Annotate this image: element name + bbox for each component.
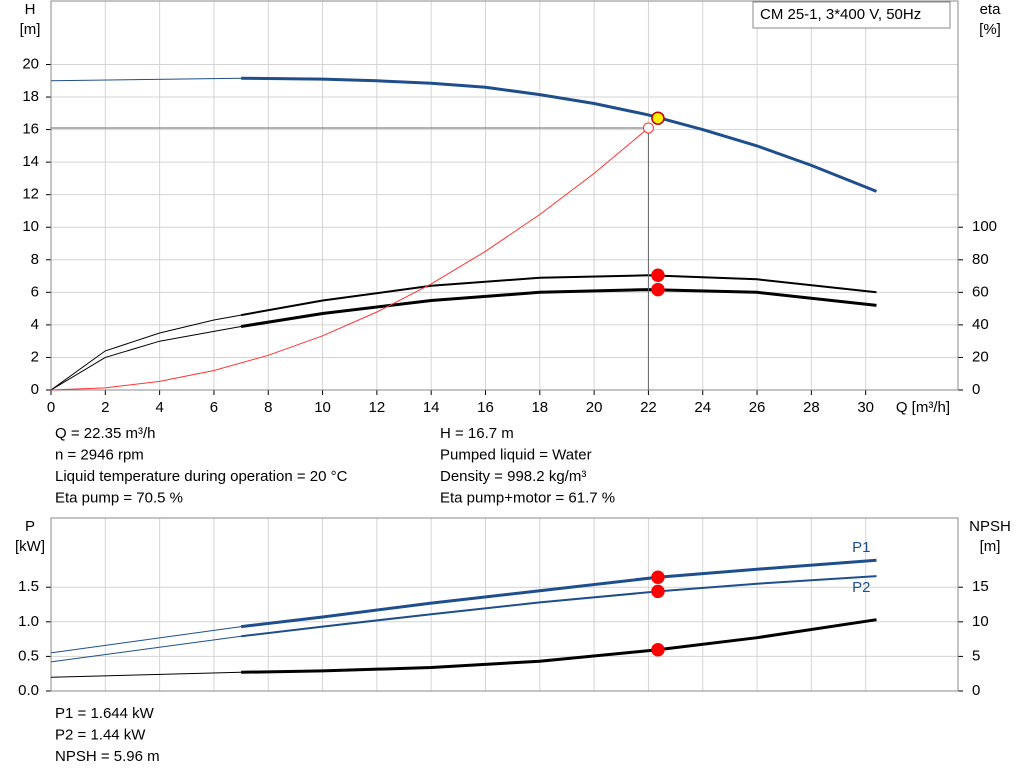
y-axis-label: H bbox=[25, 1, 36, 18]
y-tick-label: 10 bbox=[22, 218, 39, 235]
x-tick-label: 2 bbox=[101, 399, 109, 416]
title-box bbox=[752, 1, 951, 29]
curve bbox=[50, 127, 649, 391]
curve bbox=[50, 314, 242, 391]
curve bbox=[241, 618, 877, 674]
y-tick-label: 14 bbox=[22, 153, 39, 170]
y2-tick-label: 100 bbox=[972, 218, 997, 235]
curve bbox=[240, 288, 877, 328]
curve bbox=[240, 575, 877, 638]
y-tick-label: 4 bbox=[31, 316, 39, 333]
series-label: P2 bbox=[852, 579, 870, 596]
y-tick-label: 1.5 bbox=[18, 578, 39, 595]
y2-axis-label: NPSH bbox=[969, 518, 1011, 535]
y2-tick-label: 0 bbox=[972, 682, 980, 699]
operating-point bbox=[651, 584, 665, 599]
info-line: Eta pump = 70.5 % bbox=[55, 489, 183, 506]
curve bbox=[240, 558, 877, 629]
y-tick-label: 8 bbox=[31, 251, 39, 268]
x-tick-label: 10 bbox=[314, 399, 331, 416]
operating-point bbox=[651, 282, 665, 297]
curve-end-marker bbox=[642, 122, 654, 134]
x-tick-label: 24 bbox=[694, 399, 711, 416]
y2-tick-label: 15 bbox=[972, 578, 989, 595]
y2-tick-label: 20 bbox=[972, 348, 989, 365]
y2-tick-label: 10 bbox=[972, 613, 989, 630]
x-tick-label: 0 bbox=[47, 399, 55, 416]
operating-point bbox=[651, 111, 665, 125]
plot-area bbox=[51, 518, 958, 691]
operating-point bbox=[651, 570, 665, 584]
info-line: Density = 998.2 kg/m³ bbox=[440, 468, 586, 485]
y2-tick-label: 60 bbox=[972, 283, 989, 300]
x-tick-label: 20 bbox=[586, 399, 603, 416]
y-tick-label: 2 bbox=[31, 348, 39, 365]
y-tick-label: 20 bbox=[22, 55, 39, 72]
info-line: H = 16.7 m bbox=[440, 425, 514, 442]
y-tick-label: 0 bbox=[31, 381, 39, 398]
y-tick-label: 16 bbox=[22, 121, 39, 138]
info-line: Liquid temperature during operation = 20… bbox=[55, 468, 348, 485]
curve bbox=[241, 76, 878, 193]
y-axis-unit: [m] bbox=[20, 21, 41, 38]
curve bbox=[50, 326, 242, 391]
y2-axis-label: eta bbox=[980, 1, 1002, 18]
info-line: P1 = 1.644 kW bbox=[55, 705, 155, 722]
x-tick-label: 26 bbox=[749, 399, 766, 416]
x-tick-label: 16 bbox=[477, 399, 494, 416]
y-axis-label: P bbox=[25, 518, 35, 535]
operating-point bbox=[651, 268, 665, 283]
info-line: Pumped liquid = Water bbox=[440, 446, 592, 463]
curve bbox=[50, 635, 242, 663]
plot-area bbox=[51, 1, 958, 390]
y2-tick-label: 0 bbox=[972, 381, 980, 398]
info-line: Eta pump+motor = 61.7 % bbox=[440, 489, 615, 506]
plot-border bbox=[50, 0, 959, 391]
y-tick-label: 12 bbox=[22, 186, 39, 203]
y2-tick-label: 40 bbox=[972, 316, 989, 333]
info-line: P2 = 1.44 kW bbox=[55, 726, 146, 743]
y2-tick-label: 5 bbox=[972, 647, 980, 664]
y2-tick-label: 80 bbox=[972, 251, 989, 268]
info-line: n = 2946 rpm bbox=[55, 446, 144, 463]
y2-axis-unit: [%] bbox=[979, 21, 1001, 38]
x-tick-label: 8 bbox=[264, 399, 272, 416]
y-tick-label: 18 bbox=[22, 88, 39, 105]
operating-point bbox=[651, 643, 665, 657]
y-axis-unit: [kW] bbox=[15, 538, 45, 555]
curve bbox=[50, 626, 242, 654]
x-tick-label: 4 bbox=[155, 399, 163, 416]
curve bbox=[50, 77, 242, 82]
plot-border bbox=[50, 517, 959, 692]
x-tick-label: 12 bbox=[369, 399, 386, 416]
x-tick-label: 22 bbox=[640, 399, 657, 416]
series-label: P1 bbox=[852, 539, 870, 556]
curve bbox=[240, 274, 877, 317]
y-tick-label: 1.0 bbox=[18, 613, 39, 630]
x-tick-label: 28 bbox=[803, 399, 820, 416]
x-tick-label: 14 bbox=[423, 399, 440, 416]
curve bbox=[50, 671, 242, 678]
chart-title: CM 25-1, 3*400 V, 50Hz bbox=[760, 6, 921, 23]
y-tick-label: 0.0 bbox=[18, 682, 39, 699]
y-tick-label: 0.5 bbox=[18, 647, 39, 664]
x-axis-label: Q [m³/h] bbox=[896, 399, 950, 416]
x-tick-label: 18 bbox=[531, 399, 548, 416]
info-line: Q = 22.35 m³/h bbox=[55, 425, 155, 442]
x-tick-label: 6 bbox=[210, 399, 218, 416]
info-line: NPSH = 5.96 m bbox=[55, 748, 160, 765]
x-tick-label: 30 bbox=[857, 399, 874, 416]
y2-axis-unit: [m] bbox=[980, 538, 1001, 555]
y-tick-label: 6 bbox=[31, 283, 39, 300]
